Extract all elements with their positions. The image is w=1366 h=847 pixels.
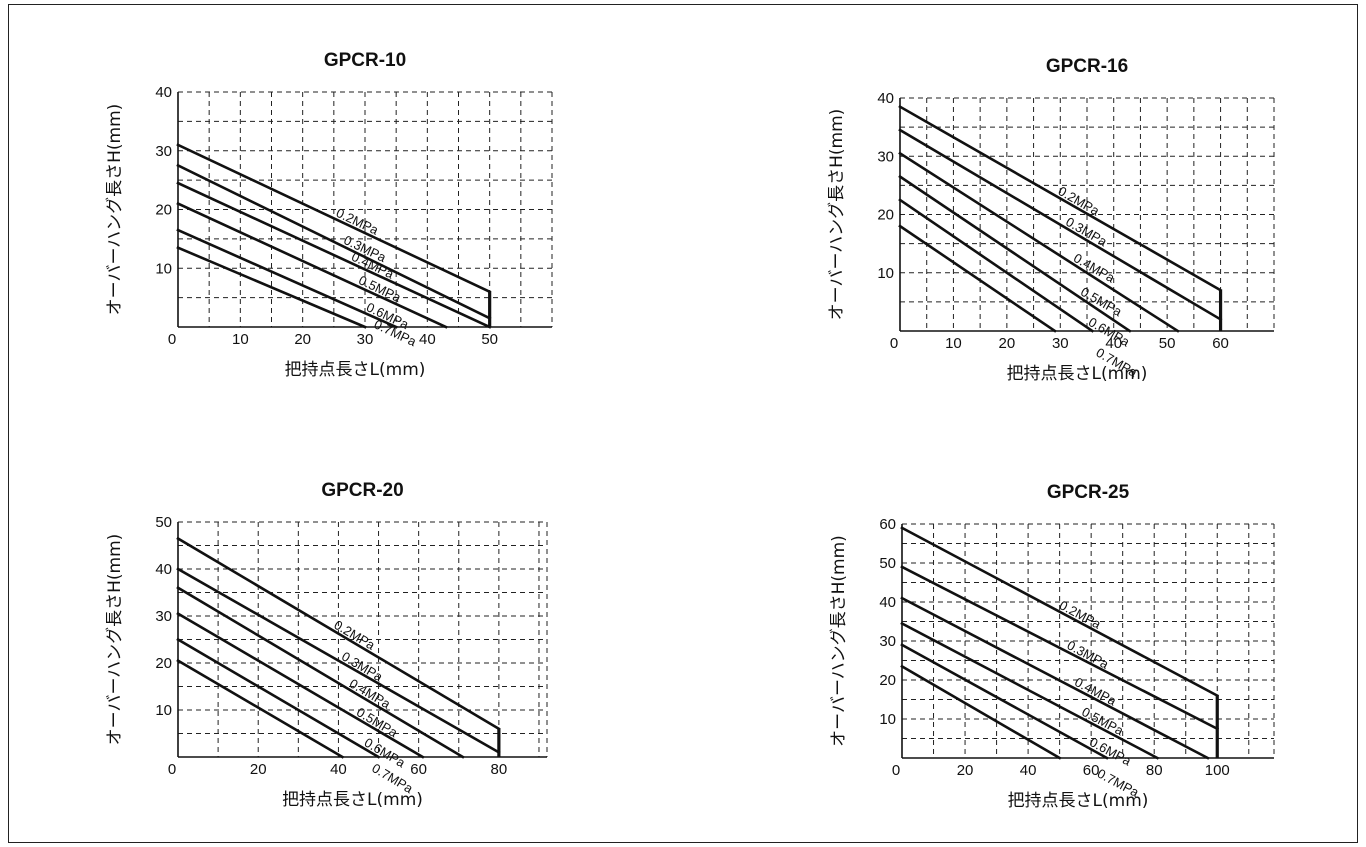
x-tick-label: 20 (957, 762, 974, 779)
chart-1: GPCR-16 0 10 20 30 40 50 60 10 20 30 40 把持点長さL(mm) オー… (827, 56, 1275, 384)
x-tick-label: 60 (1083, 762, 1100, 779)
x-axis-label: 把持点長さL(mm) (1007, 364, 1148, 384)
series-line (898, 198, 1095, 333)
x-tick-label: 0 (168, 761, 176, 778)
series-line (900, 565, 1220, 731)
x-tick-label: 40 (1020, 762, 1037, 779)
x-tick-label: 20 (999, 335, 1016, 352)
series-line (900, 596, 1210, 760)
x-tick-label: 0 (890, 335, 898, 352)
series-line (176, 637, 381, 759)
y-tick-label: 10 (877, 265, 894, 282)
series-line (176, 163, 492, 320)
y-tick-label: 40 (155, 561, 172, 578)
y-tick-label: 20 (879, 672, 896, 689)
series-line (900, 526, 1220, 698)
chart-2: GPCR-20 0 20 40 60 80 10 20 30 40 50 把持点長さL(mm) オーバー… (105, 480, 548, 810)
y-tick-label: 30 (879, 633, 896, 650)
y-tick-label: 50 (155, 514, 172, 531)
x-tick-label: 40 (330, 761, 347, 778)
series-line (898, 128, 1223, 322)
x-tick-label: 40 (1105, 335, 1122, 352)
chart-title: GPCR-20 (321, 480, 403, 501)
series-line (176, 658, 345, 759)
y-tick-label: 50 (879, 555, 896, 572)
chart-title: GPCR-10 (324, 50, 406, 71)
x-tick-label: 80 (491, 761, 508, 778)
x-axis-label: 把持点長さL(mm) (282, 790, 423, 810)
series-line (176, 228, 398, 329)
y-axis-label: オーバーハング長さH(mm) (105, 104, 125, 316)
y-axis-label: オーバーハング長さH(mm) (827, 109, 847, 321)
y-tick-label: 40 (879, 594, 896, 611)
series-line (900, 664, 1062, 760)
series-line (176, 201, 448, 329)
x-axis-label: 把持点長さL(mm) (285, 360, 426, 380)
y-axis-label: オーバーハング長さH(mm) (829, 535, 849, 747)
y-tick-label: 30 (155, 143, 172, 160)
x-axis-label: 把持点長さL(mm) (1008, 791, 1149, 811)
x-tick-label: 0 (892, 762, 900, 779)
series-line (176, 245, 367, 329)
y-axis-label: オーバーハング長さH(mm) (105, 534, 125, 746)
x-tick-label: 60 (1212, 335, 1229, 352)
x-tick-label: 0 (168, 331, 176, 348)
y-tick-label: 10 (879, 711, 896, 728)
y-tick-label: 60 (879, 516, 896, 533)
y-tick-label: 20 (155, 655, 172, 672)
y-tick-label: 40 (155, 84, 172, 101)
x-tick-label: 40 (419, 331, 436, 348)
series-line (176, 567, 501, 755)
chart-title: GPCR-25 (1047, 482, 1130, 503)
x-tick-label: 10 (232, 331, 249, 348)
y-tick-label: 30 (877, 148, 894, 165)
series-label: 0.2MPa (334, 205, 382, 238)
series-line (898, 224, 1057, 333)
x-tick-label: 20 (250, 761, 267, 778)
y-tick-label: 10 (155, 260, 172, 277)
x-tick-label: 50 (481, 331, 498, 348)
y-tick-label: 40 (877, 90, 894, 107)
series-line (176, 536, 501, 731)
series-line (176, 181, 492, 329)
y-tick-label: 10 (155, 702, 172, 719)
chart-3: GPCR-25 0 20 40 60 80 100 10 20 30 40 50 60 把持点長さL(mm… (829, 482, 1275, 811)
series-line (176, 143, 492, 294)
series-line (900, 643, 1109, 760)
y-tick-label: 20 (155, 202, 172, 219)
chart-0: GPCR-10 0 10 20 30 40 50 10 20 30 40 把持点長さL(mm) オーバー… (105, 50, 553, 380)
series-line (898, 104, 1223, 292)
x-tick-label: 50 (1159, 335, 1176, 352)
y-tick-label: 20 (877, 207, 894, 224)
series-line (898, 151, 1180, 333)
series-line (900, 621, 1160, 760)
x-tick-label: 10 (945, 335, 962, 352)
x-tick-label: 80 (1146, 762, 1163, 779)
series-line (898, 174, 1132, 333)
chart-title: GPCR-16 (1046, 56, 1128, 77)
x-tick-label: 30 (1052, 335, 1069, 352)
series-label: 0.3MPa (339, 649, 386, 685)
x-tick-label: 100 (1205, 762, 1230, 779)
page-frame (8, 4, 1358, 843)
x-tick-label: 60 (410, 761, 427, 778)
series-line (176, 586, 465, 759)
series-line (176, 611, 425, 759)
y-tick-label: 30 (155, 608, 172, 625)
x-tick-label: 30 (357, 331, 374, 348)
x-tick-label: 20 (294, 331, 311, 348)
